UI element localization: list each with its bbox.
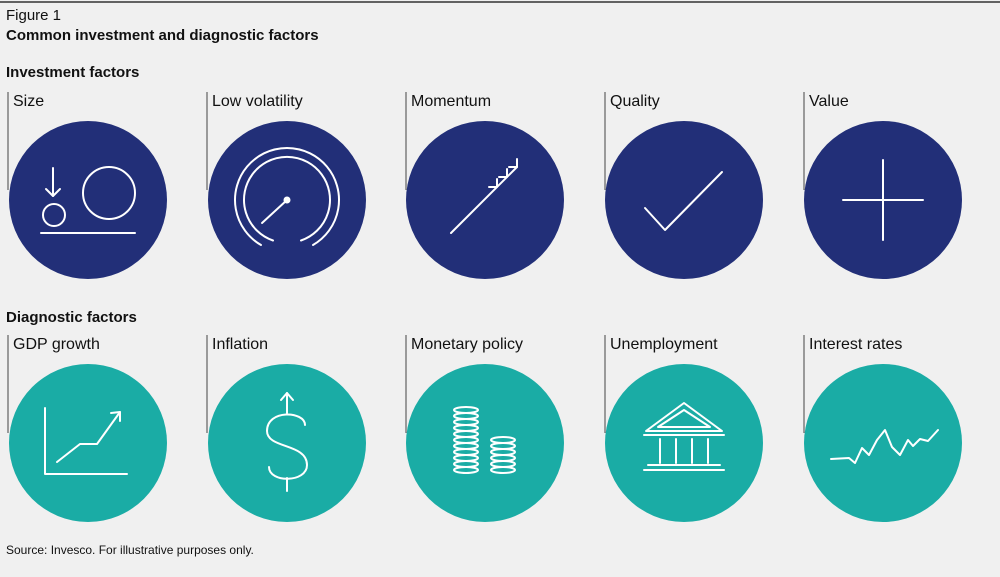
factor-label: Interest rates xyxy=(809,336,902,353)
section-title: Diagnostic factors xyxy=(6,309,137,326)
factor-label: Monetary policy xyxy=(411,336,523,353)
factor-circle xyxy=(406,364,564,522)
factor-label: Value xyxy=(809,93,849,110)
factor-circle xyxy=(605,364,763,522)
factor-circle xyxy=(208,364,366,522)
figure-title: Common investment and diagnostic factors xyxy=(6,27,319,44)
dollar-icon xyxy=(266,392,308,492)
factor-label: GDP growth xyxy=(13,336,100,353)
factor-label: Quality xyxy=(610,93,660,110)
gauge-icon xyxy=(234,146,340,246)
factor-row: GDP growth Inflation Monetary policy Une… xyxy=(7,335,962,522)
coin xyxy=(453,466,479,474)
check-icon xyxy=(644,171,723,231)
factor-label: Momentum xyxy=(411,93,491,110)
figure-label: Figure 1 xyxy=(6,7,61,24)
factor-label: Unemployment xyxy=(610,336,718,353)
coins-icon xyxy=(453,406,516,474)
factor-circle xyxy=(804,364,962,522)
coin xyxy=(490,466,516,474)
momentum-icon xyxy=(450,158,518,234)
size-icon xyxy=(40,166,136,234)
building-icon xyxy=(643,402,725,471)
factor-circle xyxy=(9,121,167,279)
factor-row: Size Low volatility Momentum Quality Val… xyxy=(7,92,962,279)
factor-circle xyxy=(605,121,763,279)
factor-label: Size xyxy=(13,93,44,110)
rates-icon xyxy=(830,429,939,464)
plus-icon xyxy=(842,159,924,241)
section-title: Investment factors xyxy=(6,64,139,81)
factor-label: Low volatility xyxy=(212,93,303,110)
growth-icon xyxy=(44,407,128,475)
source-note: Source: Invesco. For illustrative purpos… xyxy=(6,543,254,557)
factor-label: Inflation xyxy=(212,336,268,353)
